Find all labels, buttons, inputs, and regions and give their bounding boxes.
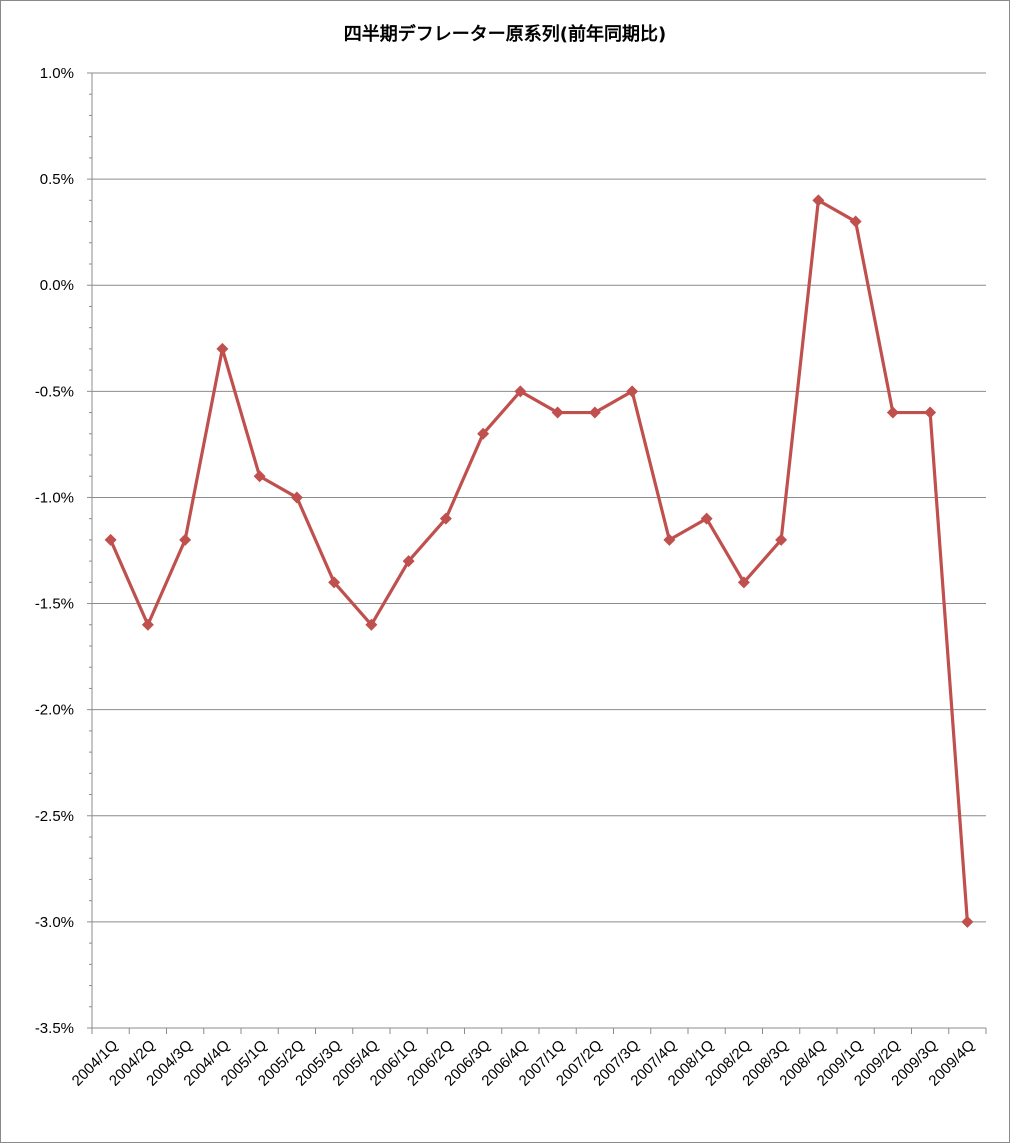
data-point xyxy=(626,385,639,398)
y-tick-label: 1.0% xyxy=(40,65,74,82)
data-point xyxy=(700,512,713,525)
series-line xyxy=(109,198,969,923)
data-point xyxy=(104,533,117,546)
y-tick-label: -0.5% xyxy=(35,383,74,400)
chart-title: 四半期デフレーター原系列(前年同期比) xyxy=(343,24,667,45)
y-tick-label: -2.5% xyxy=(35,808,74,825)
y-tick-label: -3.0% xyxy=(35,914,74,931)
data-point xyxy=(886,406,899,419)
y-tick-label: 0.5% xyxy=(40,171,74,188)
data-point xyxy=(328,576,341,589)
data-point xyxy=(812,194,825,207)
data-point xyxy=(551,406,564,419)
y-tick-label: -1.0% xyxy=(35,489,74,506)
data-point xyxy=(737,576,750,589)
data-point xyxy=(365,618,378,631)
data-point xyxy=(924,406,937,419)
y-tick-label: -2.0% xyxy=(35,702,74,719)
data-point xyxy=(514,385,527,398)
data-point xyxy=(775,533,788,546)
y-tick-label: 0.0% xyxy=(40,277,74,294)
data-point xyxy=(253,470,266,483)
y-tick-label: -3.5% xyxy=(35,1020,74,1037)
data-point xyxy=(179,533,192,546)
data-point xyxy=(477,427,490,440)
y-tick-label: -1.5% xyxy=(35,596,74,613)
data-point xyxy=(216,342,229,355)
data-point xyxy=(439,512,452,525)
data-point xyxy=(290,491,303,504)
data-point xyxy=(402,555,415,568)
data-point xyxy=(588,406,601,419)
data-point xyxy=(961,915,974,928)
data-point xyxy=(141,618,154,631)
data-point xyxy=(663,533,676,546)
data-point xyxy=(849,215,862,228)
